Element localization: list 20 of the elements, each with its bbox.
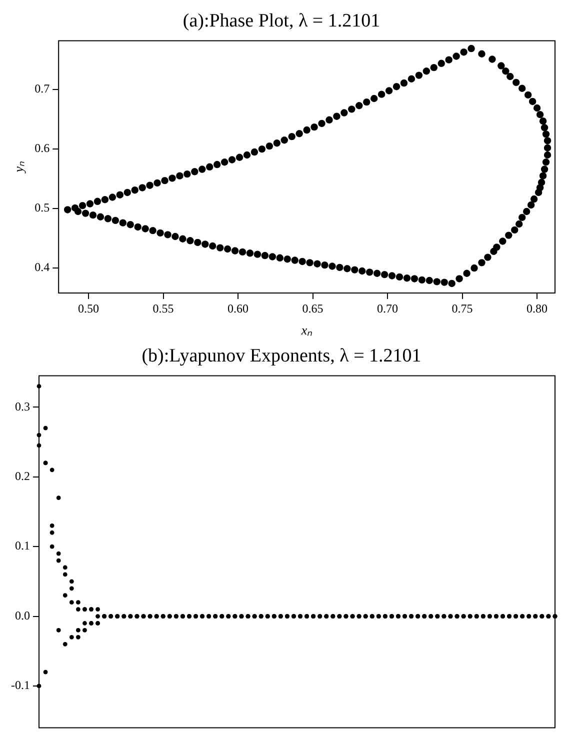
y-axis-title: yₙ bbox=[11, 160, 26, 174]
y-tick-label: -0.1 bbox=[10, 678, 30, 692]
x-axis-title: xₙ bbox=[300, 322, 314, 338]
x-tick-label: 0.60 bbox=[228, 301, 249, 316]
x-tick-label: 0.50 bbox=[78, 301, 100, 316]
x-tick-label: 0.55 bbox=[152, 301, 174, 316]
y-tick-label: 0.7 bbox=[34, 82, 50, 96]
y-tick-label: 0.1 bbox=[14, 538, 30, 553]
y-tick-label: 0.0 bbox=[14, 608, 30, 622]
y-tick-label: 0.5 bbox=[34, 200, 50, 215]
y-tick-label: 0.2 bbox=[14, 469, 30, 484]
x-tick-label: 0.70 bbox=[377, 301, 398, 316]
x-tick-label: 0.65 bbox=[302, 301, 324, 316]
y-tick-label: 0.4 bbox=[34, 260, 50, 274]
chart-title: (b):Lyapunov Exponents, λ = 1.2101 bbox=[142, 345, 422, 366]
y-tick-label: 0.3 bbox=[14, 399, 30, 414]
x-tick-label: 0.75 bbox=[452, 301, 473, 316]
chart-title: (a):Phase Plot, λ = 1.2101 bbox=[182, 10, 380, 32]
y-tick-label: 0.6 bbox=[34, 141, 50, 156]
x-tick-label: 0.80 bbox=[526, 301, 548, 316]
